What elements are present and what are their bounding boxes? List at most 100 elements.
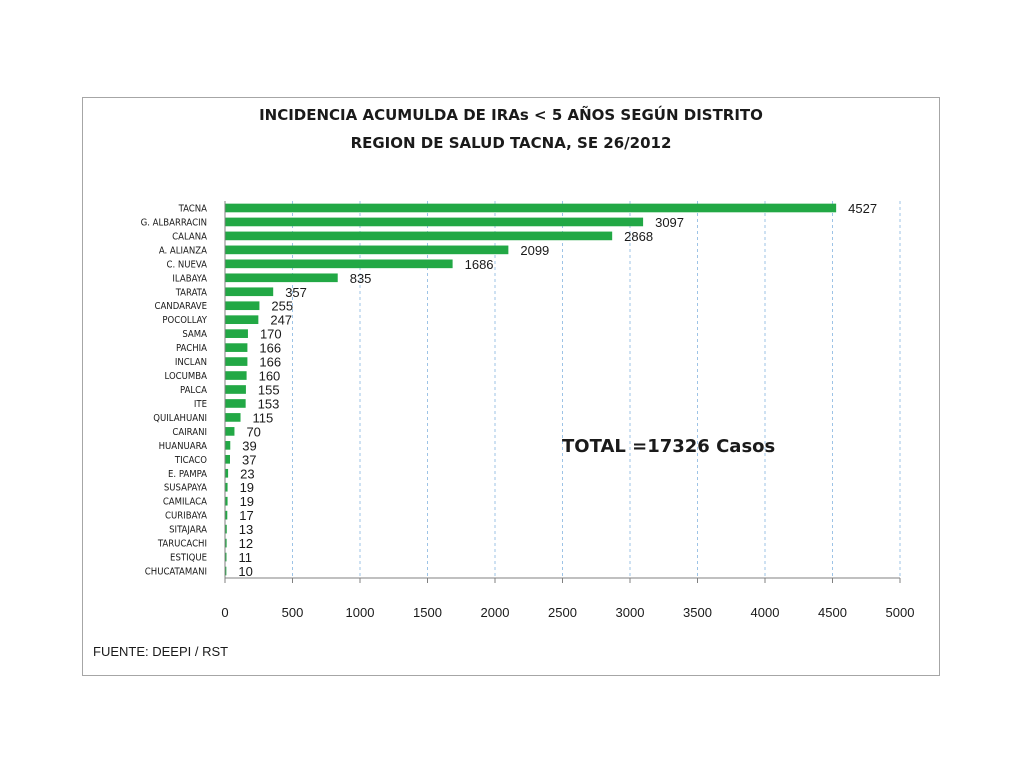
bar — [225, 231, 613, 241]
bar — [225, 496, 228, 506]
category-label: CAMILACA — [163, 497, 207, 508]
category-label: CURIBAYA — [165, 511, 207, 522]
tick-labels: 0 500 1000 1500 2000 2500 3000 3500 4000 4500 5000 — [221, 605, 914, 620]
bar — [225, 259, 453, 269]
x-tick-label: 5000 — [886, 605, 915, 620]
category-label: TICACO — [174, 455, 207, 466]
bar — [225, 482, 228, 492]
x-tick-label: 4500 — [818, 605, 847, 620]
data-label: 13 — [239, 522, 253, 537]
category-label: ITE — [194, 399, 207, 410]
bar — [225, 441, 231, 450]
data-label: 3097 — [655, 215, 684, 230]
data-label: 37 — [242, 452, 256, 467]
bar — [225, 315, 259, 325]
bar — [225, 566, 227, 576]
bar — [225, 287, 274, 297]
x-tick-label: 3500 — [683, 605, 712, 620]
bar — [225, 399, 246, 408]
x-tick-label: 2500 — [548, 605, 577, 620]
data-label: 11 — [238, 550, 252, 565]
bar — [225, 454, 230, 464]
axes — [224, 201, 901, 583]
category-label: ILABAYA — [172, 273, 207, 284]
category-label: POCOLLAY — [162, 315, 207, 326]
category-label: PALCA — [180, 385, 207, 396]
x-tick-label: 3000 — [616, 605, 645, 620]
data-label: 4527 — [848, 201, 877, 216]
category-label: TARUCACHI — [157, 539, 207, 550]
category-label: A. ALIANZA — [159, 245, 207, 256]
source-note: FUENTE: DEEPI / RST — [93, 644, 229, 659]
bar — [225, 538, 227, 548]
x-tick-label: 1500 — [413, 605, 442, 620]
category-label: G. ALBARRACIN — [141, 217, 207, 228]
data-label: 835 — [350, 271, 372, 286]
bar — [225, 343, 248, 352]
x-tick-label: 4000 — [751, 605, 780, 620]
category-label: CALANA — [172, 231, 207, 242]
category-label: C. NUEVA — [166, 259, 207, 270]
data-label: 166 — [259, 341, 281, 356]
data-label: 1686 — [465, 257, 494, 272]
category-label: CAIRANI — [172, 427, 207, 438]
category-label: E. PAMPA — [168, 469, 207, 480]
bar — [225, 385, 246, 394]
bars — [225, 203, 837, 576]
data-label: 2099 — [520, 243, 549, 258]
category-label: CANDARAVE — [154, 301, 207, 312]
bar — [225, 301, 260, 311]
data-label: 166 — [259, 355, 281, 370]
x-tick-label: 2000 — [481, 605, 510, 620]
data-label: 160 — [259, 369, 281, 384]
bar — [225, 371, 247, 380]
data-label: 357 — [285, 285, 307, 300]
value-labels: 4527309728682099168683535725524717016616… — [238, 201, 877, 579]
x-tick-label: 0 — [221, 605, 228, 620]
bar — [225, 468, 229, 478]
data-label: 19 — [240, 494, 254, 509]
chart-subtitle: REGION DE SALUD TACNA, SE 26/2012 — [350, 134, 672, 152]
data-label: 155 — [258, 383, 280, 398]
data-label: 153 — [258, 396, 280, 411]
data-label: 2868 — [624, 229, 653, 244]
data-label: 170 — [260, 327, 282, 342]
bar — [225, 217, 644, 227]
category-label: PACHIA — [176, 343, 207, 354]
data-label: 255 — [271, 299, 293, 314]
category-label: LOCUMBA — [165, 371, 208, 382]
data-label: 23 — [240, 466, 254, 481]
total-annotation: TOTAL =17326 Casos — [562, 436, 776, 457]
category-label: SAMA — [182, 329, 207, 340]
grid-lines — [292, 201, 901, 578]
data-label: 12 — [239, 536, 253, 551]
data-label: 115 — [253, 410, 274, 425]
category-label: TACNA — [178, 203, 208, 214]
bar — [225, 357, 248, 366]
category-label: CHUCATAMANI — [145, 567, 207, 578]
category-label: SITAJARA — [169, 525, 207, 536]
category-labels: TACNA G. ALBARRACIN CALANA A. ALIANZA C. NUE… — [141, 203, 208, 577]
bar — [225, 413, 241, 422]
bar — [225, 245, 509, 255]
category-label: TARATA — [175, 287, 207, 298]
data-label: 17 — [239, 508, 253, 523]
data-label: 247 — [270, 313, 292, 328]
bar — [225, 273, 338, 283]
x-tick-label: 1000 — [346, 605, 375, 620]
bar — [225, 510, 228, 520]
bar — [225, 329, 248, 338]
bar — [225, 552, 227, 562]
bar — [225, 524, 227, 534]
category-label: QUILAHUANI — [153, 413, 207, 424]
category-label: ESTIQUE — [170, 553, 207, 564]
data-label: 10 — [238, 564, 252, 579]
category-label: SUSAPAYA — [164, 483, 207, 494]
x-tick-label: 500 — [282, 605, 304, 620]
data-label: 39 — [242, 438, 256, 453]
bar — [225, 427, 235, 436]
data-label: 70 — [246, 424, 260, 439]
category-label: HUANUARA — [159, 441, 208, 452]
category-label: INCLAN — [175, 357, 207, 368]
